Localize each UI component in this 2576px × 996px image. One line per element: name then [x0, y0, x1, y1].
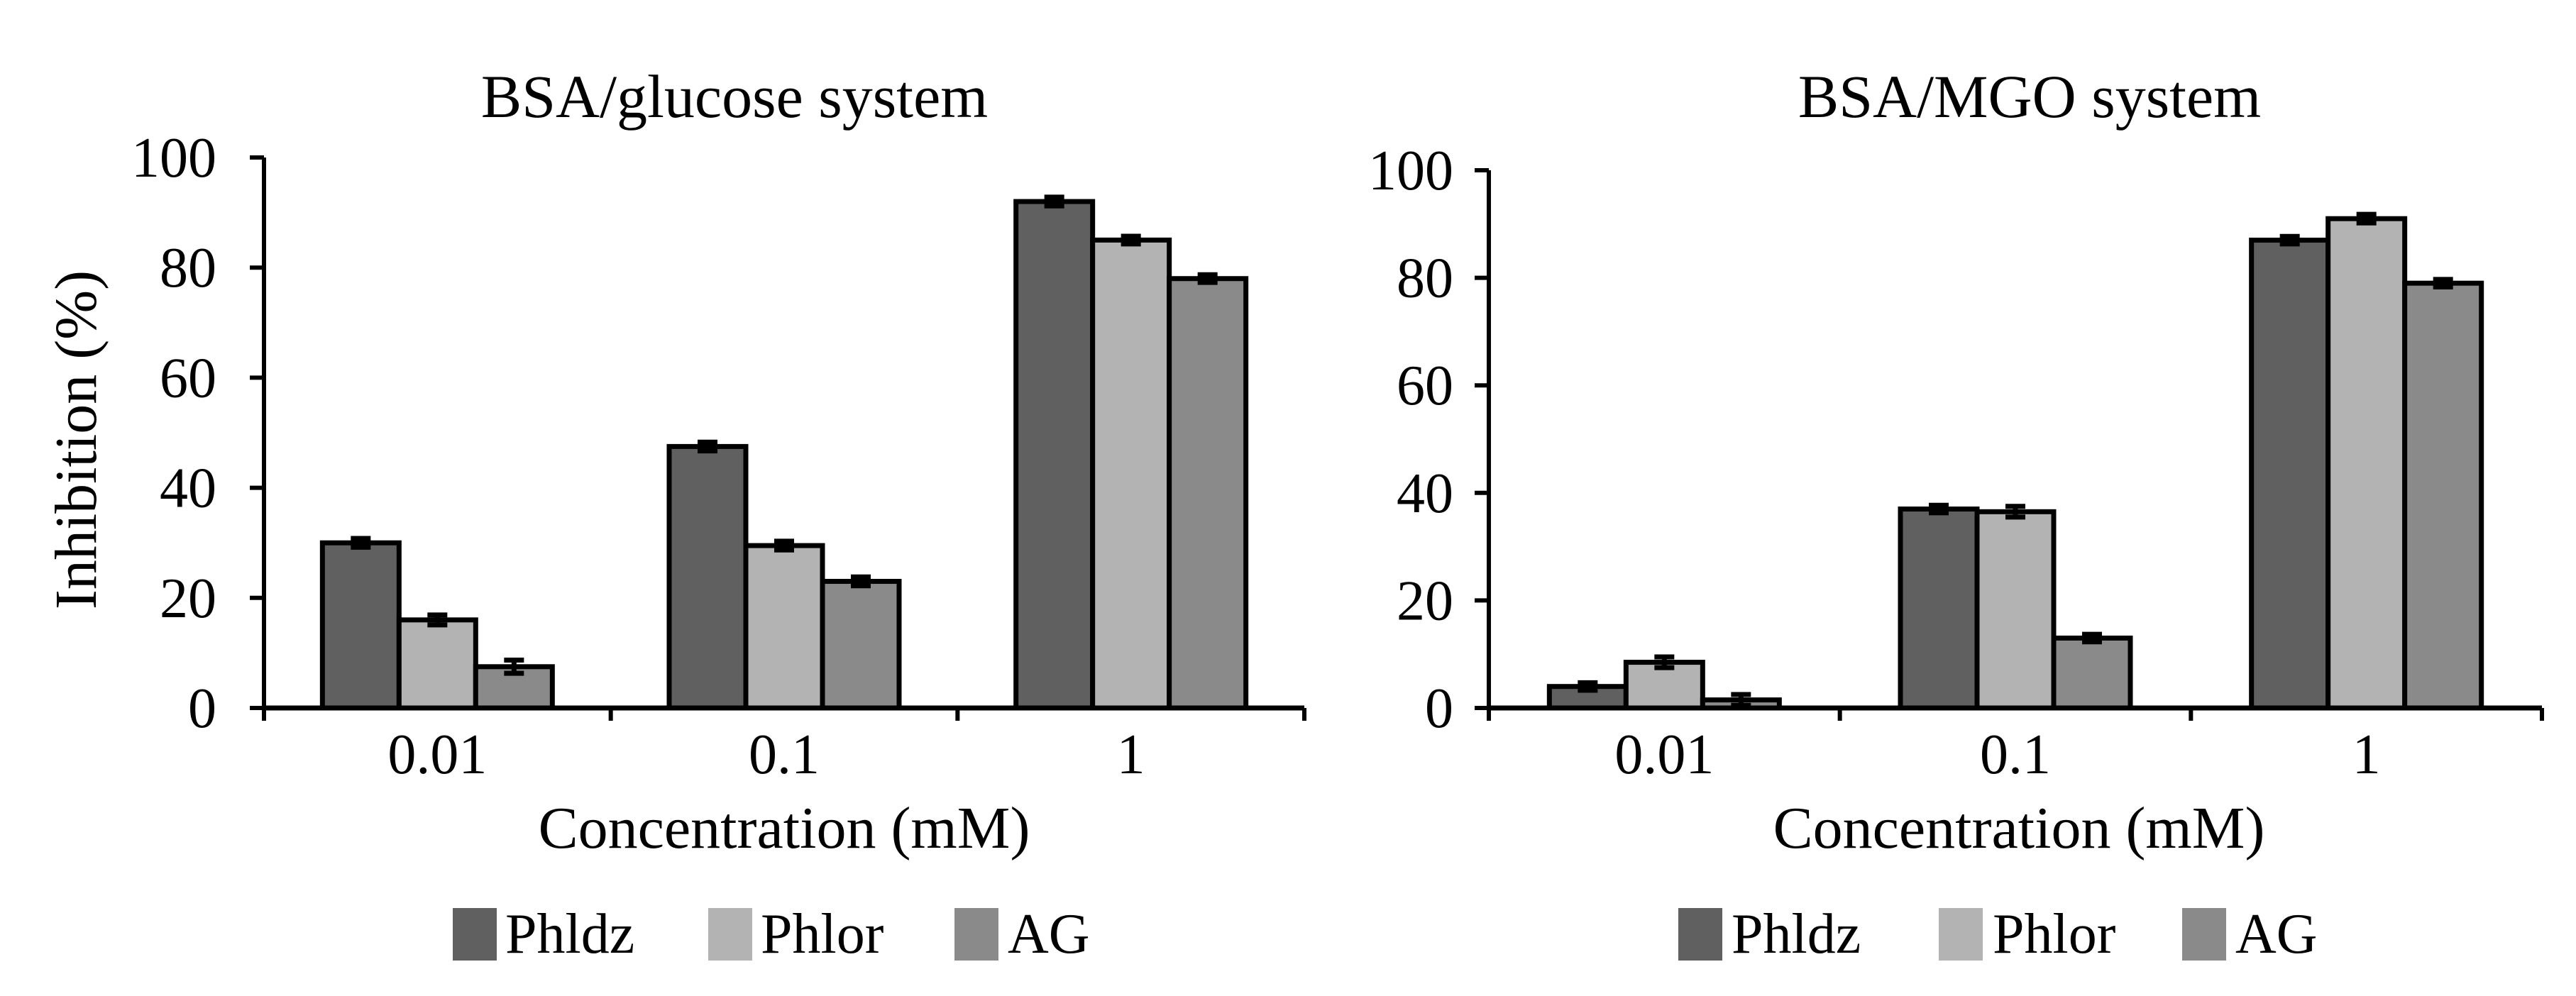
bar-phldz-0.1 [1898, 507, 1980, 711]
bar-phlor-0.1 [1974, 509, 2057, 711]
x-axis-label: Concentration (mM) [1773, 795, 2265, 861]
legend-swatch-phlor [708, 908, 752, 961]
y-tick-label: 20 [1397, 570, 1453, 632]
y-tick-label: 60 [1397, 355, 1453, 417]
legend-label-ag: AG [2235, 903, 2318, 965]
bar-phlor-0.1 [743, 543, 825, 711]
y-tick-label: 20 [160, 568, 216, 630]
y-tick-label: 80 [160, 237, 216, 299]
plot-area: 0 20 40 60 80 100 0.01 0.1 1 [1368, 140, 2544, 786]
x-tick-label: 0.1 [1980, 724, 2051, 786]
bar-phldz-0.01 [319, 540, 402, 711]
y-tick-label: 80 [1397, 248, 1453, 310]
legend-swatch-phldz [1678, 908, 1722, 961]
legend-swatch-ag [2182, 908, 2226, 961]
chart-title: BSA/glucose system [481, 62, 988, 131]
chart-title: BSA/MGO system [1798, 62, 2261, 131]
legend: Phldz Phlor AG [1678, 903, 2318, 965]
bar-phlor-0.01 [396, 617, 478, 711]
legend-label-phldz: Phldz [1732, 903, 1861, 965]
y-tick-label: 0 [188, 677, 216, 740]
bar-ag-0.1 [2051, 635, 2133, 711]
y-tick-label: 40 [1397, 463, 1453, 525]
bar-phlor-1 [1090, 237, 1172, 711]
legend-label-phlor: Phlor [1993, 903, 2115, 965]
chart-right: BSA/MGO system Concentration (mM) 0 20 40 6… [1368, 62, 2544, 965]
y-tick-label: 60 [160, 347, 216, 409]
x-tick-label: 0.01 [387, 724, 487, 786]
legend-swatch-phlor [1939, 908, 1983, 961]
bar-ag-1 [2402, 280, 2484, 711]
bar-phldz-1 [1013, 199, 1096, 711]
bar-ag-1 [1167, 276, 1249, 711]
y-tick-label: 100 [1368, 140, 1453, 202]
legend-swatch-ag [954, 908, 998, 961]
bar-phldz-1 [2249, 238, 2331, 711]
y-tick-label: 40 [160, 458, 216, 520]
legend-label-phldz: Phldz [505, 903, 634, 965]
x-tick-label: 0.01 [1614, 724, 1714, 786]
bar-ag-0.01 [473, 664, 555, 711]
y-axis-label: Inhibition (%) [43, 270, 109, 609]
x-axis-label: Concentration (mM) [539, 795, 1030, 861]
bar-ag-0.1 [820, 579, 902, 711]
legend-label-ag: AG [1008, 903, 1090, 965]
legend: Phldz Phlor AG [453, 903, 1090, 965]
plot-area: 0 20 40 60 80 100 0.01 0.1 1 [131, 127, 1306, 786]
x-tick-label: 1 [2352, 724, 2381, 786]
y-tick-label: 0 [1425, 677, 1453, 740]
legend-label-phlor: Phlor [761, 903, 884, 965]
x-tick-label: 0.1 [749, 724, 820, 786]
bar-phldz-0.1 [666, 443, 749, 711]
y-tick-label: 100 [131, 127, 216, 189]
x-tick-label: 1 [1117, 724, 1145, 786]
bar-phlor-1 [2325, 216, 2408, 711]
chart-left: BSA/glucose system Inhibition (%) Concen… [43, 62, 1306, 965]
legend-swatch-phldz [453, 908, 497, 961]
